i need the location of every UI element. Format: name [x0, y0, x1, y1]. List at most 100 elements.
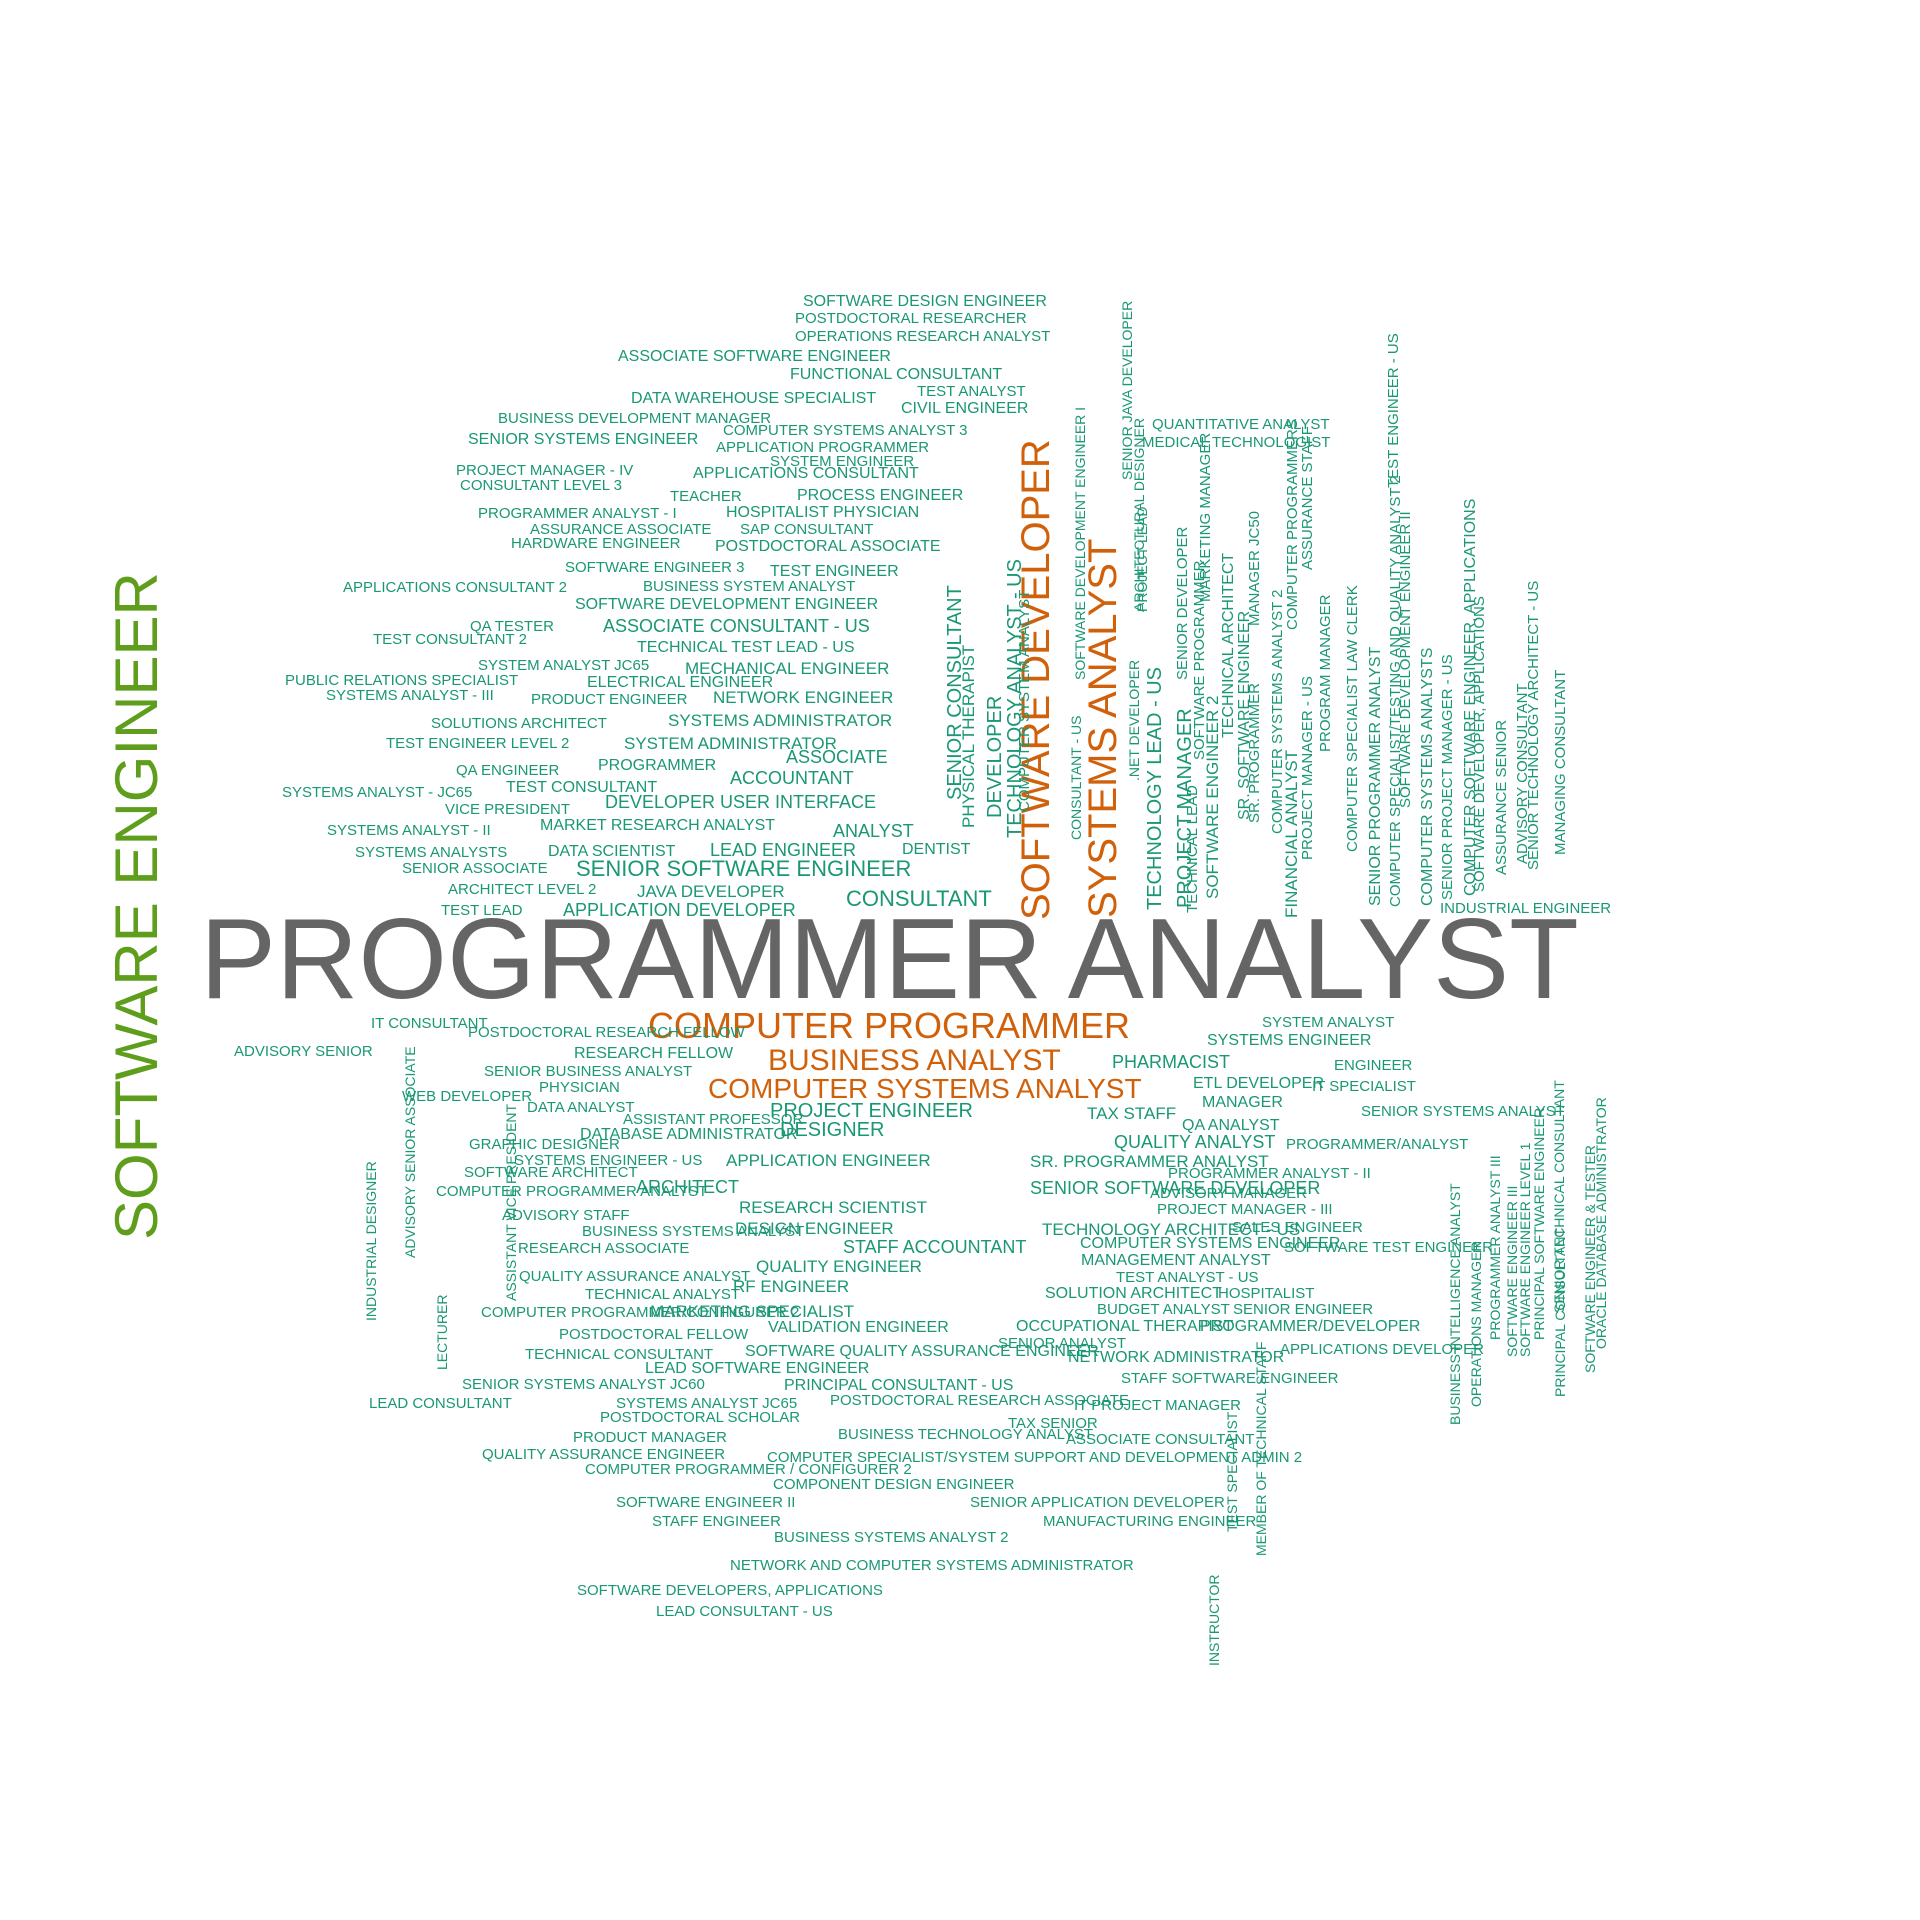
word-143: STAFF ACCOUNTANT: [843, 1237, 1027, 1257]
word-88: PROJECT LEAD: [1134, 506, 1150, 612]
word-189: PROGRAMMER ANALYST - II: [1168, 1165, 1371, 1182]
word-68: SENIOR SOFTWARE ENGINEER: [576, 856, 912, 881]
word-75: MEDICAL TECHNOLOGIST: [1142, 434, 1331, 451]
word-64: DATA SCIENTIST: [548, 843, 676, 860]
word-148: TECHNICAL ANALYST: [585, 1286, 741, 1303]
word-42: MECHANICAL ENGINEER: [685, 659, 890, 678]
word-7: SYSTEMS ANALYST: [1081, 538, 1125, 918]
word-198: BUDGET ANALYST: [1097, 1301, 1230, 1318]
word-128: DATABASE ADMINISTRATOR: [580, 1126, 798, 1143]
word-185: QA ANALYST: [1182, 1117, 1280, 1134]
word-2: SOFTWARE ENGINEER: [103, 572, 170, 1240]
word-81: COMPUTER SYSTEM ANALYST: [1016, 589, 1033, 812]
word-109: SOFTWARE DEVELOPMENT ENGINEER II: [1397, 511, 1414, 808]
word-19: APPLICATION PROGRAMMER: [716, 439, 930, 456]
word-60: SYSTEMS ANALYST - II: [327, 822, 491, 839]
word-175: LEAD CONSULTANT - US: [656, 1603, 833, 1620]
word-221: PRINCIPAL SOFTWARE ENGINEER: [1531, 1107, 1547, 1340]
word-210: ADVISORY SENIOR ASSOCIATE: [402, 1046, 418, 1258]
word-103: PROJECT MANAGER - US: [1299, 676, 1316, 860]
word-38: ASSOCIATE CONSULTANT - US: [603, 616, 870, 636]
word-80: DEVELOPER: [984, 695, 1006, 818]
word-113: SOFTWARE DEVELOPER, APPLICATIONS: [1471, 596, 1488, 892]
word-3: COMPUTER PROGRAMMER: [648, 1005, 1131, 1046]
word-17: COMPUTER SYSTEMS ANALYST 3: [723, 422, 968, 439]
word-147: RF ENGINEER: [733, 1277, 850, 1296]
word-15: CIVIL ENGINEER: [901, 400, 1029, 417]
word-62: ANALYST: [833, 821, 914, 841]
word-53: QA ENGINEER: [456, 762, 560, 779]
word-154: SOFTWARE QUALITY ASSURANCE ENGINEER: [745, 1343, 1099, 1360]
word-220: SOFTWARE ENGINEER LEVEL 1: [1517, 1142, 1533, 1357]
word-211: LECTURER: [434, 1294, 450, 1370]
word-13: TEST ANALYST: [917, 383, 1026, 400]
word-157: PRINCIPAL CONSULTANT - US: [784, 1377, 1014, 1394]
word-51: SYSTEM ADMINISTRATOR: [624, 734, 837, 753]
word-199: SENIOR ENGINEER: [1233, 1301, 1374, 1318]
word-11: ASSOCIATE SOFTWARE ENGINEER: [618, 348, 891, 365]
word-72: TEST LEAD: [441, 902, 523, 919]
word-117: MANAGING CONSULTANT: [1552, 669, 1569, 855]
word-206: IT PROJECT MANAGER: [1074, 1397, 1241, 1414]
word-29: SAP CONSULTANT: [740, 521, 874, 538]
word-111: SENIOR PROJECT MANAGER - US: [1439, 654, 1456, 900]
word-181: IT SPECIALIST: [1312, 1078, 1416, 1095]
word-212: ASSISTANT VICE PRESIDENT: [503, 1103, 519, 1301]
word-161: POSTDOCTORAL SCHOLAR: [600, 1409, 801, 1426]
word-73: APPLICATION DEVELOPER: [563, 900, 796, 920]
word-152: VALIDATION ENGINEER: [768, 1319, 949, 1336]
word-136: SENIOR SOFTWARE DEVELOPER: [1030, 1178, 1321, 1198]
word-104: PROGRAM MANAGER: [1317, 594, 1334, 752]
word-193: SOFTWARE TEST ENGINEER: [1284, 1239, 1493, 1256]
word-114: ASSURANCE SENIOR: [1493, 719, 1510, 875]
word-186: QUALITY ANALYST: [1114, 1132, 1276, 1152]
word-63: SYSTEMS ANALYSTS: [355, 844, 508, 861]
word-28: ASSURANCE ASSOCIATE: [530, 521, 712, 538]
word-164: QUALITY ASSURANCE ENGINEER: [482, 1446, 726, 1463]
word-156: SENIOR SYSTEMS ANALYST JC60: [462, 1376, 705, 1393]
word-178: PHARMACIST: [1112, 1052, 1231, 1072]
word-82: SOFTWARE DEVELOPMENT ENGINEER I: [1072, 406, 1088, 680]
word-106: SENIOR PROGRAMMER ANALYST: [1367, 646, 1384, 906]
word-52: ASSOCIATE: [786, 747, 888, 767]
word-1: PROGRAMMER ANALYST: [200, 896, 1579, 1023]
word-44: ELECTRICAL ENGINEER: [587, 674, 774, 691]
word-50: TEST ENGINEER LEVEL 2: [386, 735, 570, 752]
word-125: DATA ANALYST: [527, 1099, 635, 1116]
word-116: SENIOR TECHNOLOGY ARCHITECT - US: [1525, 580, 1542, 870]
word-149: COMPUTER PROGRAMMER/CONFIGURER 2: [481, 1304, 800, 1321]
word-123: WEB DEVELOPER: [402, 1088, 533, 1105]
word-65: LEAD ENGINEER: [710, 840, 857, 860]
word-43: PUBLIC RELATIONS SPECIALIST: [285, 672, 519, 689]
word-138: ADVISORY STAFF: [502, 1207, 630, 1224]
word-74: QUANTITATIVE ANALYST: [1152, 416, 1330, 433]
word-101: ASSURANCE STAFF: [1299, 426, 1316, 570]
word-200: OCCUPATIONAL THERAPIST: [1016, 1318, 1234, 1335]
word-133: SOFTWARE ARCHITECT: [464, 1164, 638, 1181]
word-58: VICE PRESIDENT: [445, 801, 571, 818]
word-182: MANAGER: [1202, 1094, 1283, 1111]
word-40: TECHNICAL TEST LEAD - US: [637, 639, 855, 656]
word-122: SENIOR BUSINESS ANALYST: [484, 1063, 693, 1080]
word-20: SYSTEM ENGINEER: [770, 453, 915, 470]
word-97: SR. PROGRAMMER: [1246, 682, 1263, 823]
word-67: SENIOR ASSOCIATE: [402, 860, 548, 877]
word-66: DENTIST: [902, 841, 971, 858]
word-155: LEAD SOFTWARE ENGINEER: [645, 1360, 870, 1377]
word-195: TEST ANALYST - US: [1116, 1269, 1259, 1286]
word-87: .NET DEVELOPER: [1126, 659, 1142, 781]
word-45: SYSTEMS ANALYST - III: [326, 687, 494, 704]
word-218: PROGRAMMER ANALYST III: [1487, 1155, 1503, 1340]
word-4: BUSINESS ANALYST: [768, 1044, 1061, 1077]
word-151: POSTDOCTORAL FELLOW: [559, 1326, 749, 1343]
word-215: MEMBER OF TECHNICAL STAFF: [1253, 1341, 1269, 1556]
word-201: PROGRAMMER/DEVELOPER: [1200, 1318, 1421, 1335]
word-134: COMPUTER PROGRAMMER ANALYST: [436, 1183, 708, 1200]
word-137: RESEARCH SCIENTIST: [739, 1198, 927, 1217]
word-124: PHYSICIAN: [539, 1079, 620, 1096]
word-144: COMPUTER SYSTEMS ENGINEER: [1080, 1235, 1341, 1252]
word-18: SENIOR SYSTEMS ENGINEER: [468, 431, 699, 448]
word-167: COMPONENT DESIGN ENGINEER: [773, 1476, 1015, 1493]
word-14: DATA WAREHOUSE SPECIALIST: [631, 390, 877, 407]
word-93: SOFTWARE ENGINEER 2: [1203, 695, 1222, 899]
